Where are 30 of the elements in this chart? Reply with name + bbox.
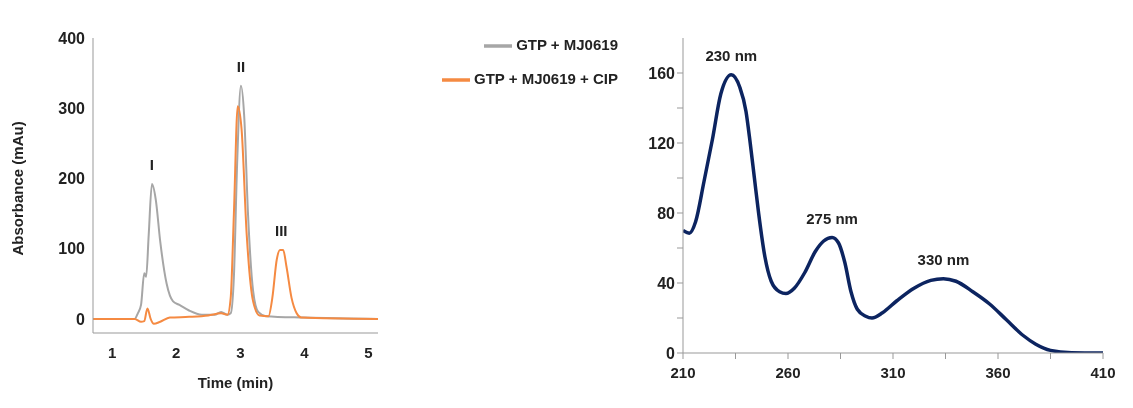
annotation: II bbox=[236, 57, 246, 75]
annotation: 230 nm bbox=[705, 46, 758, 64]
x-tick-label: 1 bbox=[108, 343, 117, 361]
x-tick-label: 3 bbox=[236, 343, 245, 361]
x-tick-label: 410 bbox=[1090, 363, 1116, 381]
y-tick-label: 80 bbox=[657, 204, 676, 222]
annotation: 275 nm bbox=[806, 209, 858, 227]
x-tick-label: 2 bbox=[172, 343, 181, 361]
x-tick-label: 360 bbox=[985, 363, 1011, 381]
annotation: 330 nm bbox=[917, 250, 970, 268]
annotation: I bbox=[149, 156, 155, 174]
y-axis-title: Absorbance (mAu) bbox=[9, 121, 27, 256]
legend-label: GTP + MJ0619 bbox=[516, 36, 618, 53]
y-tick-label: 0 bbox=[666, 344, 676, 362]
x-tick-label: 260 bbox=[775, 363, 801, 381]
y-tick-label: 120 bbox=[648, 134, 676, 152]
x-tick-label: 4 bbox=[300, 343, 310, 361]
y-tick-label: 0 bbox=[76, 310, 86, 328]
legend-label: GTP + MJ0619 + CIP bbox=[474, 70, 618, 87]
annotation: III bbox=[275, 222, 288, 240]
x-tick-label: 310 bbox=[880, 363, 906, 381]
y-tick-label: 400 bbox=[58, 29, 86, 47]
y-tick-label: 300 bbox=[58, 99, 86, 117]
x-axis-title: Time (min) bbox=[197, 374, 274, 391]
x-tick-label: 210 bbox=[670, 363, 696, 381]
y-tick-label: 40 bbox=[657, 274, 676, 292]
y-tick-label: 100 bbox=[58, 240, 86, 258]
y-tick-label: 200 bbox=[58, 170, 86, 188]
y-tick-label: 160 bbox=[648, 64, 676, 82]
x-tick-label: 5 bbox=[364, 343, 373, 361]
